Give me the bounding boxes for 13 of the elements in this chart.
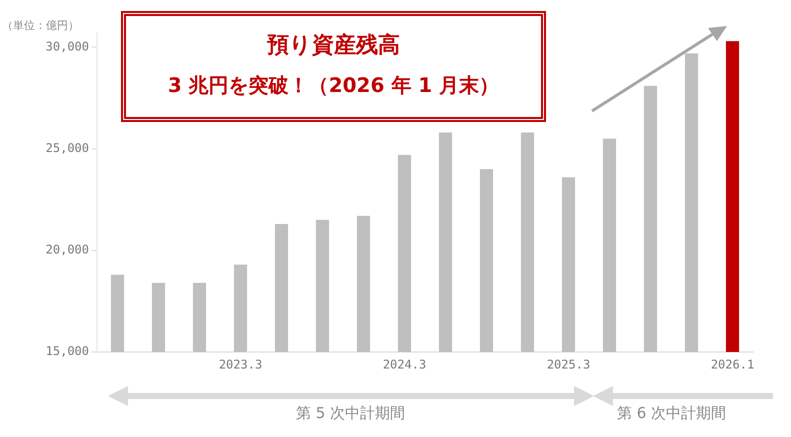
text: 3 兆円を突破！（2026 年 1 月末） xyxy=(166,72,500,99)
x-tick-label: 2025.3 xyxy=(546,357,590,372)
y-tick-label: 30,000 xyxy=(46,39,89,54)
x-tick-label: 2023.3 xyxy=(218,357,262,372)
x-tick-label: 2024.3 xyxy=(382,357,426,372)
y-tick-label: 20,000 xyxy=(46,242,89,257)
text: 第 5 次中計期間 xyxy=(296,404,406,423)
x-tick-label: 2026.1 xyxy=(710,357,754,372)
y-tick-label: 15,000 xyxy=(46,344,89,358)
chart-title: 預り資産残高 xyxy=(266,32,401,60)
text: 第 6 次中計期間 xyxy=(617,404,726,423)
y-tick-label: 25,000 xyxy=(46,140,89,155)
y-axis-title: （単位：億円） xyxy=(2,18,79,33)
